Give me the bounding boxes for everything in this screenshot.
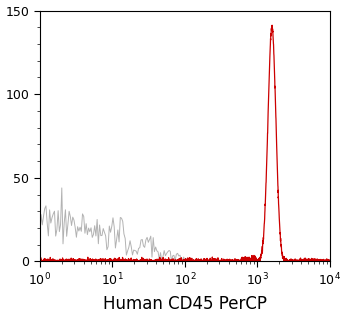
X-axis label: Human CD45 PerCP: Human CD45 PerCP <box>103 295 267 314</box>
